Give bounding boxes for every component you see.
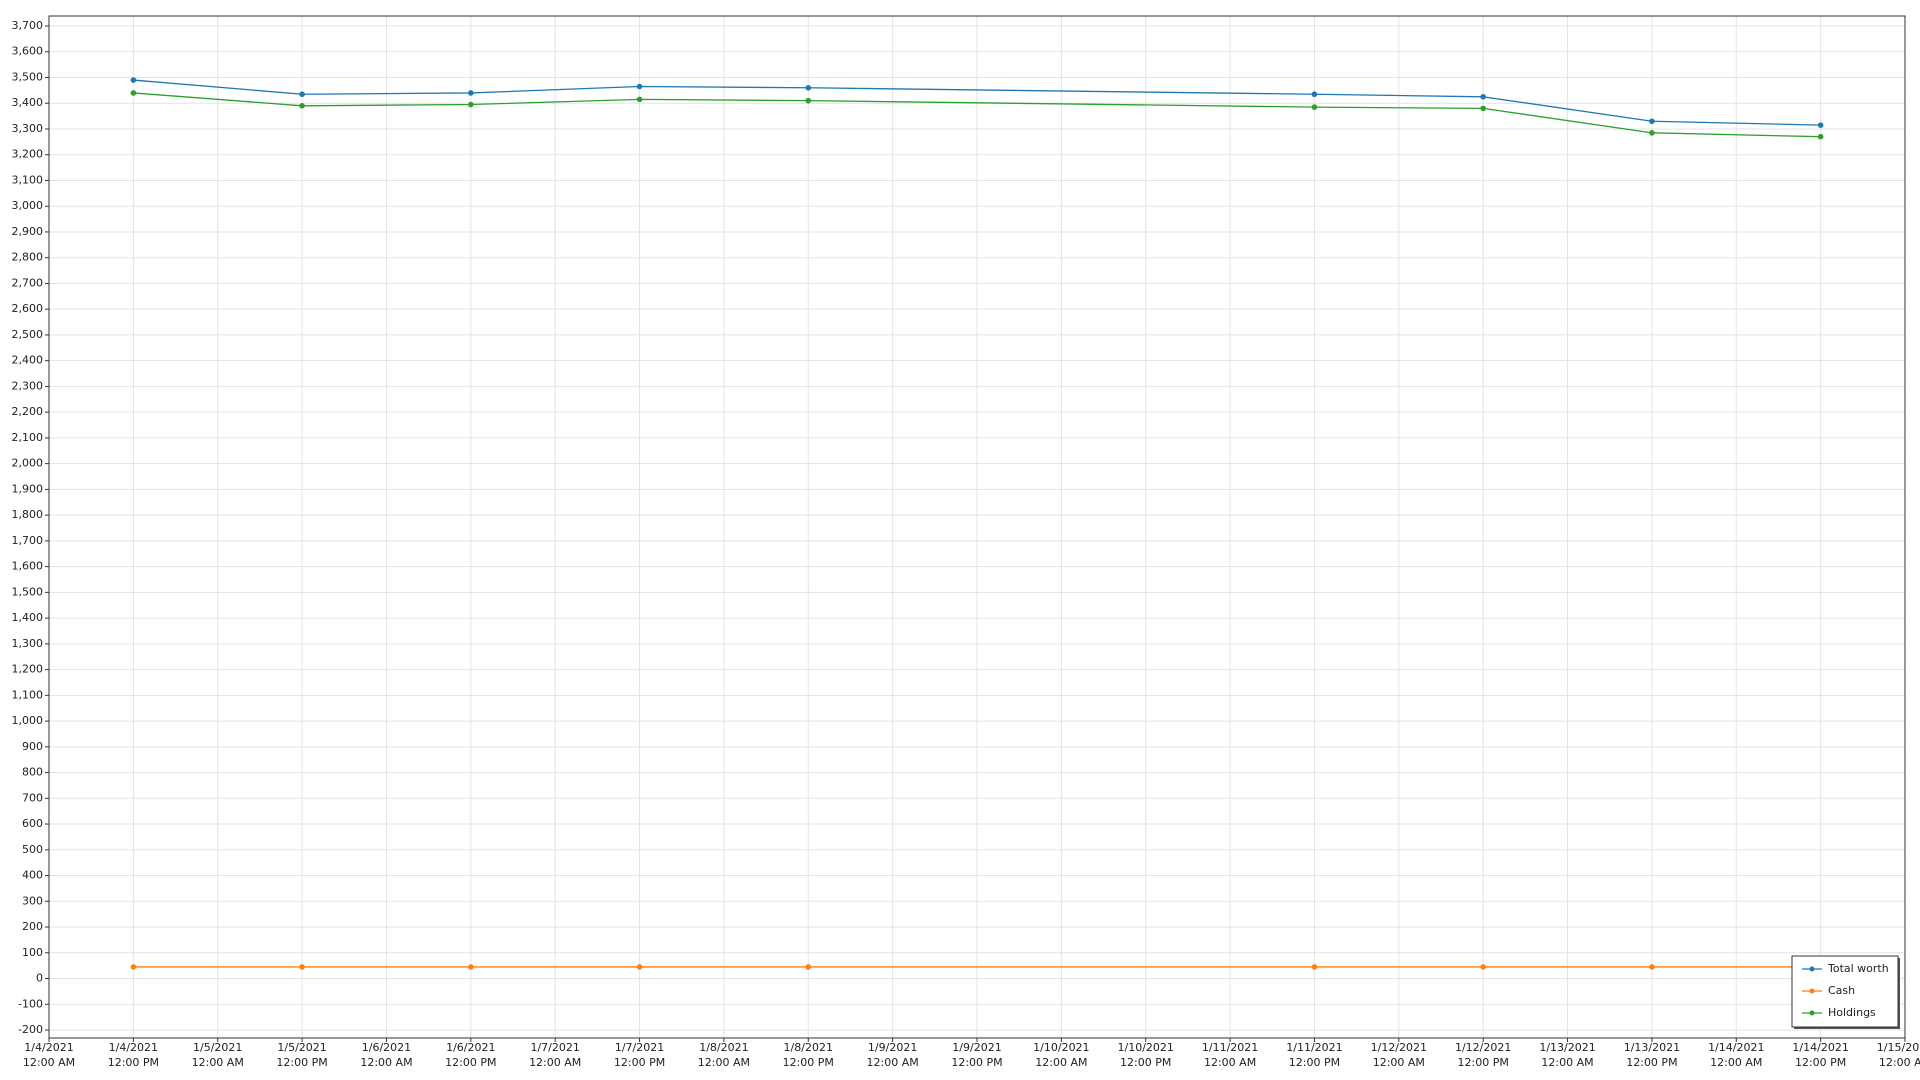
x-tick-label: 1/14/2021 12:00 PM	[1792, 1041, 1849, 1069]
data-point	[805, 964, 812, 970]
y-tick-label: 1,600	[12, 560, 44, 573]
y-tick-label: 1,900	[12, 482, 44, 495]
y-tick-label: 100	[22, 946, 43, 959]
y-tick-label: 2,800	[12, 251, 44, 264]
legend-label: Holdings	[1828, 1006, 1876, 1019]
y-tick-label: 2,900	[12, 225, 44, 238]
x-tick-label: 1/14/2021 12:00 AM	[1708, 1041, 1765, 1069]
legend-marker	[1809, 966, 1815, 972]
data-point	[1311, 91, 1318, 98]
data-point	[1649, 130, 1655, 136]
data-point	[1649, 964, 1655, 970]
x-tick-label: 1/9/2021 12:00 PM	[951, 1041, 1003, 1069]
y-tick-label: -200	[18, 1023, 43, 1036]
data-point	[1311, 964, 1318, 970]
y-tick-label: 800	[22, 766, 43, 779]
y-tick-label: 3,600	[12, 45, 44, 58]
legend: Total worth Cash Holdings	[1791, 955, 1900, 1029]
y-tick-label: 2,500	[12, 328, 44, 341]
y-tick-label: 900	[22, 740, 43, 753]
y-tick-label: 1,200	[12, 663, 44, 676]
data-point	[1480, 964, 1486, 970]
data-point	[130, 77, 137, 83]
data-point	[636, 83, 643, 90]
data-point	[636, 964, 643, 970]
data-point	[1649, 118, 1655, 125]
y-tick-label: 700	[22, 791, 43, 804]
y-tick-label: 3,400	[12, 96, 44, 109]
y-tick-label: 1,800	[12, 508, 44, 521]
y-tick-label: 0	[36, 972, 43, 985]
y-tick-label: 200	[22, 920, 43, 933]
x-tick-label: 1/7/2021 12:00 AM	[529, 1041, 582, 1069]
data-point	[130, 90, 137, 96]
y-tick-label: 1,000	[12, 714, 44, 727]
y-tick-label: 3,700	[12, 19, 44, 32]
x-tick-label: 1/7/2021 12:00 PM	[613, 1041, 666, 1069]
y-tick-label: 500	[22, 843, 43, 856]
x-tick-label: 1/8/2021 12:00 AM	[697, 1041, 751, 1069]
data-point	[1480, 105, 1486, 112]
data-point	[1480, 93, 1486, 100]
y-tick-label: 3,200	[12, 148, 44, 161]
x-tick-label: 1/5/2021 12:00 AM	[191, 1041, 244, 1069]
legend-label: Total worth	[1827, 962, 1889, 975]
x-tick-label: 1/10/2021 12:00 AM	[1033, 1041, 1090, 1069]
y-tick-label: 3,100	[12, 173, 44, 186]
data-point	[299, 103, 305, 109]
y-tick-label: 1,700	[12, 534, 44, 547]
data-point	[1817, 133, 1824, 140]
legend-marker	[1809, 1010, 1815, 1016]
data-point	[468, 90, 474, 96]
y-tick-label: 1,400	[12, 611, 44, 624]
data-point	[468, 964, 474, 970]
x-tick-label: 1/15/2021 12:00 AM	[1876, 1041, 1920, 1069]
y-tick-label: 2,200	[12, 405, 44, 418]
y-tick-label: 600	[22, 817, 43, 830]
data-point	[468, 101, 474, 108]
y-tick-label: 2,300	[12, 379, 44, 392]
data-point	[1817, 122, 1824, 128]
plot-frame	[48, 15, 1906, 1039]
y-tick-label: 300	[22, 894, 43, 907]
y-tick-label: 3,000	[12, 199, 44, 212]
legend-marker	[1809, 988, 1815, 994]
data-point	[805, 84, 812, 91]
y-tick-label: 400	[22, 869, 43, 882]
y-tick-label: 2,700	[12, 276, 44, 289]
data-point	[636, 96, 643, 103]
x-tick-label: 1/11/2021 12:00 AM	[1201, 1041, 1259, 1069]
y-tick-label: 2,400	[12, 354, 44, 367]
y-tick-label: 1,100	[12, 688, 44, 701]
y-tick-label: 2,100	[12, 431, 44, 444]
x-tick-label: 1/13/2021 12:00 AM	[1539, 1041, 1596, 1069]
x-tick-label: 1/11/2021 12:00 PM	[1286, 1041, 1343, 1069]
y-tick-label: 2,600	[12, 302, 44, 315]
x-tick-label: 1/5/2021 12:00 PM	[276, 1041, 328, 1069]
y-tick-label: 1,500	[12, 585, 44, 598]
x-tick-label: 1/13/2021 12:00 PM	[1623, 1041, 1681, 1069]
y-tick-label: 2,000	[12, 457, 44, 470]
data-point	[805, 97, 812, 104]
x-tick-label: 1/10/2021 12:00 PM	[1117, 1041, 1174, 1069]
x-tick-label: 1/8/2021 12:00 PM	[782, 1041, 834, 1069]
x-tick-label: 1/4/2021 12:00 PM	[107, 1041, 160, 1069]
x-tick-label: 1/12/2021 12:00 AM	[1370, 1041, 1428, 1069]
legend-label: Cash	[1828, 984, 1855, 997]
x-tick-label: 1/12/2021 12:00 PM	[1454, 1041, 1512, 1069]
y-tick-label: 3,500	[12, 70, 44, 83]
y-tick-label: -100	[18, 997, 43, 1010]
data-point	[299, 964, 305, 970]
y-tick-label: 1,300	[12, 637, 44, 650]
x-tick-label: 1/9/2021 12:00 AM	[866, 1041, 919, 1069]
data-point	[299, 91, 305, 98]
x-tick-label: 1/4/2021 12:00 AM	[22, 1041, 76, 1069]
x-tick-label: 1/6/2021 12:00 PM	[445, 1041, 497, 1069]
x-tick-label: 1/6/2021 12:00 AM	[360, 1041, 413, 1069]
data-point	[1311, 104, 1318, 110]
data-point	[130, 964, 137, 970]
y-tick-label: 3,300	[12, 122, 44, 135]
